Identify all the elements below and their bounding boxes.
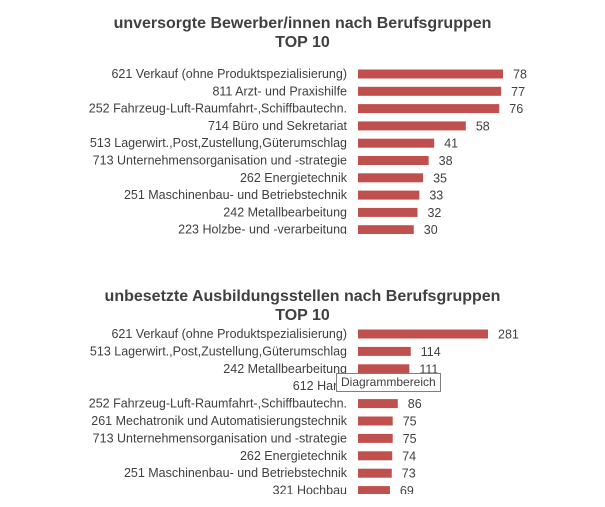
chart2-category-label: 621 Verkauf (ohne Produktspezialisierung… [111, 327, 347, 341]
chart2-category-label: 713 Unternehmensorganisation und -strate… [93, 431, 347, 445]
chart2-value-label: 114 [421, 345, 441, 359]
chart1-plot[interactable]: 621 Verkauf (ohne Produktspezialisierung… [0, 64, 605, 234]
chart1-category-label: 714 Büro und Sekretariat [208, 119, 348, 133]
chart2-title-line1: unbesetzte Ausbildungsstellen nach Beruf… [104, 288, 501, 305]
chart2-value-label: 74 [402, 449, 416, 463]
chart1-bar[interactable] [358, 156, 429, 165]
chart1-bar[interactable] [358, 173, 424, 183]
chart1-value-label: 32 [427, 206, 441, 220]
chart1-category-label: 262 Energietechnik [240, 171, 348, 185]
chart1-bar[interactable] [358, 138, 435, 148]
chart1-bar[interactable] [358, 69, 503, 79]
chart2-title-line2: TOP 10 [275, 307, 330, 324]
chart1-value-label: 38 [439, 154, 453, 168]
chart2-value-label: 86 [408, 397, 422, 411]
chart1-title-line1: unversorgte Bewerber/innen nach Berufsgr… [113, 15, 492, 32]
chart1-value-label: 35 [433, 171, 447, 185]
chart2-category-label: 261 Mechatronik und Automatisierungstech… [91, 414, 347, 428]
chart1-bar[interactable] [358, 207, 418, 217]
chart1-category-label: 242 Metallbearbeitung [223, 205, 347, 219]
chart1-category-label: 252 Fahrzeug-Luft-Raumfahrt-,Schiffbaute… [89, 102, 347, 116]
chart1-bar[interactable] [358, 225, 414, 234]
chart2-category-label: 242 Metallbearbeitung [223, 362, 347, 376]
chart1-value-label: 78 [513, 68, 527, 82]
chart1-value-label: 77 [511, 85, 525, 99]
chart1-value-label: 41 [444, 137, 458, 151]
chart1-category-label: 513 Lagerwirt.,Post,Zustellung,Güterumsc… [90, 136, 347, 150]
chart2-bar[interactable] [358, 346, 411, 356]
chart2-value-label: 75 [403, 415, 417, 429]
chart1-category-label: 713 Unternehmensorganisation und -strate… [93, 154, 347, 168]
chart2-category-label: 262 Energietechnik [240, 449, 348, 463]
chart1-category-label: 811 Arzt- und Praxishilfe [212, 84, 347, 98]
chart2-value-label: 111 [419, 362, 438, 376]
chart1-bar[interactable] [358, 190, 420, 200]
chart2-category-label: 513 Lagerwirt.,Post,Zustellung,Güterumsc… [90, 344, 347, 358]
chart2-plot[interactable]: 621 Verkauf (ohne Produktspezialisierung… [0, 324, 605, 494]
chart1-bar[interactable] [358, 86, 502, 96]
chart1-value-label: 76 [509, 102, 523, 116]
chart2-bar[interactable] [358, 364, 410, 374]
chart2-category-label: 251 Maschinenbau- und Betriebstechnik [124, 466, 348, 480]
chart1-title-line2: TOP 10 [275, 34, 330, 51]
chart1-title: unversorgte Bewerber/innen nach Berufsgr… [0, 14, 605, 52]
chart1-value-label: 58 [476, 119, 490, 133]
chart2-value-label: 281 [498, 328, 519, 342]
chart1-category-label: 621 Verkauf (ohne Produktspezialisierung… [111, 67, 347, 81]
chart1-value-label: 33 [429, 189, 443, 203]
chart2-category-label: 321 Hochbau [273, 484, 347, 494]
chart2-bar[interactable] [358, 329, 488, 339]
chart2-category-label: 252 Fahrzeug-Luft-Raumfahrt-,Schiffbaute… [89, 397, 347, 411]
chart1-category-label: 251 Maschinenbau- und Betriebstechnik [124, 188, 348, 202]
chart2-bar[interactable] [358, 433, 393, 443]
chart2-bar[interactable] [358, 416, 393, 426]
chart2-value-label: 75 [403, 432, 417, 446]
chart2-bar[interactable] [358, 399, 398, 409]
chart1-category-label: 223 Holzbe- und -verarbeitung [178, 223, 347, 234]
chart1-bar[interactable] [358, 104, 500, 114]
chart1-value-label: 30 [424, 223, 438, 234]
chart-area-tooltip: Diagrammbereich [336, 373, 441, 392]
chart2-category-label: 612 Hand [293, 379, 347, 393]
chart2-bar[interactable] [358, 486, 390, 494]
chart2-value-label: 69 [400, 484, 414, 494]
chart2-bar[interactable] [358, 468, 392, 478]
chart1-bar[interactable] [358, 121, 466, 131]
chart2-value-label: 73 [402, 467, 416, 481]
chart2-bar[interactable] [358, 451, 393, 461]
chart2-title: unbesetzte Ausbildungsstellen nach Beruf… [0, 287, 605, 325]
